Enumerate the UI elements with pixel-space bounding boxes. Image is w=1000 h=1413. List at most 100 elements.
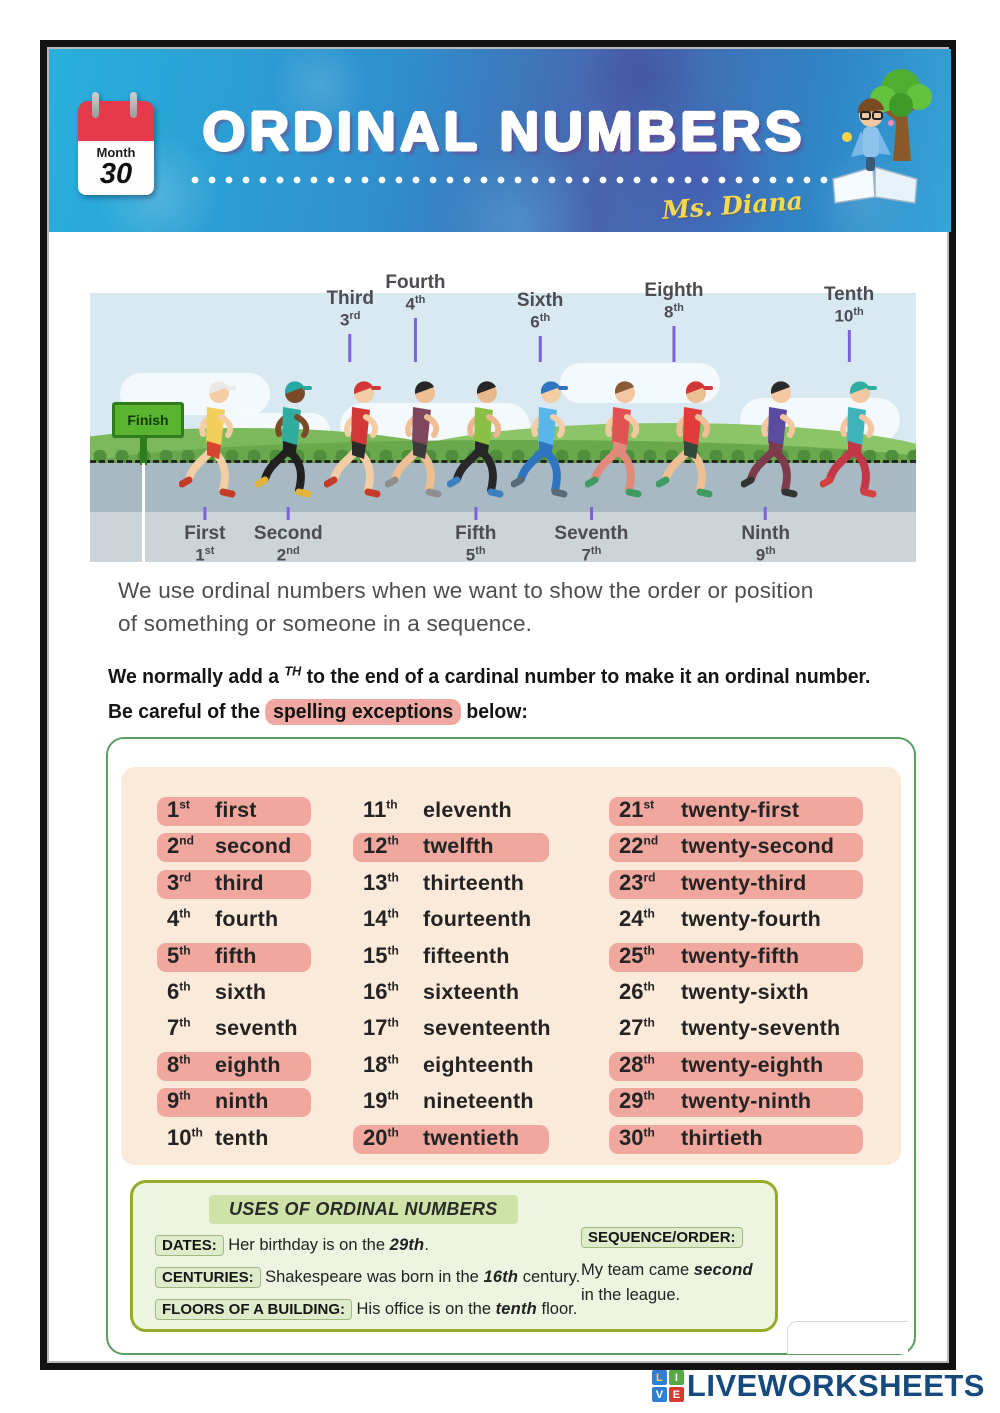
ordinal-row-2nd: 2nd second <box>157 833 311 863</box>
ordinal-row-6th: 6th sixth <box>167 978 267 1004</box>
ordinal-row-27th: 27th twenty-seventh <box>619 1015 841 1041</box>
uses-example-row: FLOORS OF A BUILDING: His office is on t… <box>155 1299 577 1320</box>
runner-3 <box>323 367 394 517</box>
sidewalk <box>90 512 916 562</box>
ordinal-row-8th: 8th eighth <box>157 1051 311 1081</box>
uses-category-label: DATES: <box>155 1235 224 1256</box>
uses-title: USES OF ORDINAL NUMBERS <box>209 1195 518 1224</box>
runner-10 <box>819 367 890 517</box>
liveworksheets-logo-text: LIVEWORKSHEETS <box>686 1368 985 1403</box>
ordinal-row-12th: 12th twelfth <box>353 833 549 863</box>
uses-category-label: FLOORS OF A BUILDING: <box>155 1299 353 1320</box>
rule-paragraph: We normally add a TH to the end of a car… <box>108 660 913 730</box>
ordinal-row-29th: 29th twenty-ninth <box>609 1088 863 1118</box>
runner-7 <box>584 367 655 517</box>
runner-5 <box>446 367 517 517</box>
rule-line: Be careful of the spelling exceptions be… <box>108 699 528 725</box>
ordinal-row-18th: 18th eighteenth <box>363 1051 534 1077</box>
ordinal-row-3rd: 3rd third <box>157 869 311 899</box>
ordinal-row-1st: 1st first <box>157 797 311 826</box>
highlighted-phrase: spelling exceptions <box>265 699 461 725</box>
ordinal-row-19th: 19th nineteenth <box>363 1088 534 1114</box>
finish-sign-label: Finish <box>127 412 169 428</box>
finish-sign-pole <box>140 435 147 465</box>
teacher-name: Ms. Diana <box>661 186 804 225</box>
position-label-ninth: Ninth 9th <box>741 504 790 566</box>
uses-example-row: DATES: Her birthday is on the 29th. <box>155 1235 565 1256</box>
sequence-order-sentence: My team came second in the league. <box>581 1261 753 1304</box>
uses-category-label: CENTURIES: <box>155 1267 261 1288</box>
sequence-order-label: SEQUENCE/ORDER: <box>581 1227 743 1248</box>
ordinal-row-30th: 30th thirtieth <box>609 1124 863 1154</box>
ordinals-column-21-30: 21st twenty-first 22nd twenty-second 23rd t… <box>609 797 881 1165</box>
logo-letter-E: E <box>668 1387 684 1402</box>
ordinal-row-7th: 7th seventh <box>167 1015 298 1041</box>
runner-9 <box>740 367 811 517</box>
position-label-tenth: Tenth 10th <box>824 284 874 365</box>
intro-line: of something or someone in a sequence. <box>118 610 533 636</box>
ordinal-row-4th: 4th fourth <box>167 906 279 932</box>
uses-examples-right: SEQUENCE/ORDER: My team came second in t… <box>581 1227 761 1308</box>
ordinals-panel: 1st first 2nd second 3rd third 4th fourth 5t… <box>106 737 916 1355</box>
dotted-divider <box>189 175 837 185</box>
ordinal-row-5th: 5th fifth <box>157 942 311 972</box>
ordinal-row-11th: 11th eleventh <box>363 797 512 822</box>
panel-notch <box>787 1321 908 1354</box>
ordinals-column-11-20: 11th eleventh 12th twelfth 13th thirteenth … <box>353 797 609 1165</box>
position-label-first: First 1st <box>184 504 225 566</box>
ordinal-row-13th: 13th thirteenth <box>363 869 525 895</box>
position-label-third: Third 3rd <box>326 288 374 365</box>
ordinal-row-23rd: 23rd twenty-third <box>609 869 863 899</box>
calendar-month-label: Month <box>96 145 136 160</box>
ordinal-row-14th: 14th fourteenth <box>363 906 532 932</box>
calendar-pin-icon <box>130 92 137 118</box>
ordinal-row-25th: 25th twenty-fifth <box>609 942 863 972</box>
page-title: ORDINAL NUMBERS <box>202 100 806 162</box>
finish-sign: Finish <box>112 402 184 438</box>
dashed-line <box>90 460 916 463</box>
ordinal-row-17th: 17th seventeenth <box>363 1015 551 1041</box>
ordinal-row-28th: 28th twenty-eighth <box>609 1051 863 1081</box>
uses-example-row: CENTURIES: Shakespeare was born in the 1… <box>155 1267 580 1288</box>
intro-paragraph: We use ordinal numbers when we want to s… <box>118 575 928 640</box>
position-label-seventh: Seventh 7th <box>554 504 628 566</box>
ordinal-row-22nd: 22nd twenty-second <box>609 833 863 863</box>
ordinal-row-26th: 26th twenty-sixth <box>619 978 809 1004</box>
runner-2 <box>254 367 325 517</box>
position-label-second: Second 2nd <box>254 504 323 566</box>
logo-letter-I: I <box>668 1370 684 1385</box>
ordinal-row-16th: 16th sixteenth <box>363 978 520 1004</box>
position-label-fifth: Fifth 5th <box>455 504 496 566</box>
ordinal-row-9th: 9th ninth <box>157 1088 311 1118</box>
calendar-day: 30 <box>99 158 133 190</box>
header: Month 30 ORDINAL NUMBERS Ms. Diana <box>49 49 951 232</box>
runner-4 <box>384 367 455 517</box>
logo-letter-L: L <box>651 1370 667 1385</box>
runner-1 <box>178 367 249 517</box>
ordinal-row-10th: 10th tenth <box>167 1124 269 1150</box>
ordinal-row-15th: 15th fifteenth <box>363 942 510 968</box>
ordinals-column-1-10: 1st first 2nd second 3rd third 4th fourth 5t… <box>157 797 353 1165</box>
logo-letter-V: V <box>651 1387 667 1402</box>
ordinals-table: 1st first 2nd second 3rd third 4th fourth 5t… <box>121 767 901 1165</box>
ordinal-row-24th: 24th twenty-fourth <box>619 906 821 932</box>
calendar-body: Month 30 <box>78 141 154 195</box>
intro-line: We use ordinal numbers when we want to s… <box>118 578 814 603</box>
teacher-and-tree-illustration <box>832 69 932 204</box>
calendar-top <box>78 92 154 141</box>
ordinal-row-20th: 20th twentieth <box>353 1124 549 1154</box>
uses-examples-left: DATES: Her birthday is on the 29th. CENT… <box>155 1235 580 1331</box>
position-label-sixth: Sixth 6th <box>517 290 563 365</box>
uses-box: USES OF ORDINAL NUMBERS DATES: Her birth… <box>130 1180 778 1332</box>
position-label-eighth: Eighth 8th <box>644 280 704 365</box>
runner-8 <box>655 367 726 517</box>
position-label-fourth: Fourth 4th <box>385 272 446 365</box>
calendar-icon: Month 30 <box>78 92 154 195</box>
rule-line: We normally add a TH to the end of a car… <box>108 663 871 688</box>
race-illustration: Finish <box>90 272 916 565</box>
calendar-pin-icon <box>92 92 99 118</box>
ordinal-row-21st: 21st twenty-first <box>609 797 863 826</box>
